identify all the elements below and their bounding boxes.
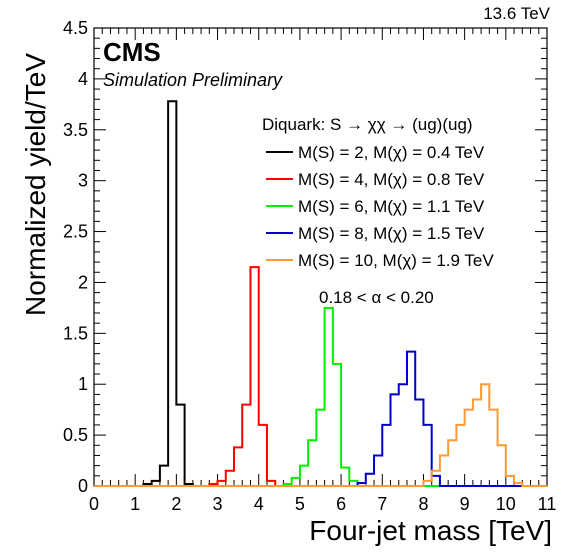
legend-label: M(S) = 2, M(χ) = 0.4 TeV (298, 143, 485, 162)
legend-label: M(S) = 10, M(χ) = 1.9 TeV (298, 251, 494, 270)
y-tick-label: 3 (78, 171, 88, 191)
x-tick-label: 2 (171, 494, 181, 514)
histogram-series (94, 383, 547, 487)
legend-header: Diquark: S → χχ → (ug)(ug) (262, 115, 473, 134)
legend-label: M(S) = 6, M(χ) = 1.1 TeV (298, 197, 485, 216)
y-tick-label: 1 (78, 374, 88, 394)
x-tick-label: 5 (295, 494, 305, 514)
y-tick-label: 4 (78, 69, 88, 89)
x-tick-label: 9 (460, 494, 470, 514)
x-tick-label: 7 (377, 494, 387, 514)
x-tick-label: 6 (336, 494, 346, 514)
x-axis: 0 1 2 3 4 5 6 7 8 9 10 11 (89, 28, 556, 514)
y-tick-label: 3.5 (63, 120, 88, 140)
x-tick-label: 11 (538, 494, 557, 514)
y-tick-label: 2.5 (63, 222, 88, 242)
alpha-annotation: 0.18 < α < 0.20 (319, 288, 434, 307)
legend: M(S) = 2, M(χ) = 0.4 TeV M(S) = 4, M(χ) =… (266, 143, 494, 270)
x-tick-label: 1 (130, 494, 140, 514)
histogram-series (94, 350, 547, 487)
y-tick-label: 1.5 (63, 323, 88, 343)
y-tick-label: 2 (78, 272, 88, 292)
y-tick-label: 0.5 (63, 425, 88, 445)
energy-label: 13.6 TeV (483, 4, 550, 23)
legend-label: M(S) = 4, M(χ) = 0.8 TeV (298, 170, 485, 189)
status-label: Simulation Preliminary (103, 70, 283, 90)
y-axis-label: Normalized yield/TeV (20, 53, 51, 316)
y-axis: 0 0.5 1 1.5 2 2.5 3 3.5 4 4.5 (63, 18, 547, 496)
histogram-series (94, 100, 547, 487)
y-tick-label: 4.5 (63, 18, 88, 38)
x-tick-label: 8 (418, 494, 428, 514)
histogram-series (94, 306, 547, 487)
y-tick-label: 0 (78, 476, 88, 496)
x-axis-label: Four-jet mass [TeV] (309, 515, 552, 546)
histogram-series (94, 266, 547, 487)
histograms (94, 100, 547, 487)
x-tick-label: 0 (89, 494, 99, 514)
experiment-label: CMS (103, 37, 161, 67)
legend-label: M(S) = 8, M(χ) = 1.5 TeV (298, 224, 485, 243)
x-tick-label: 10 (496, 494, 516, 514)
x-tick-label: 4 (254, 494, 264, 514)
x-tick-label: 3 (213, 494, 223, 514)
